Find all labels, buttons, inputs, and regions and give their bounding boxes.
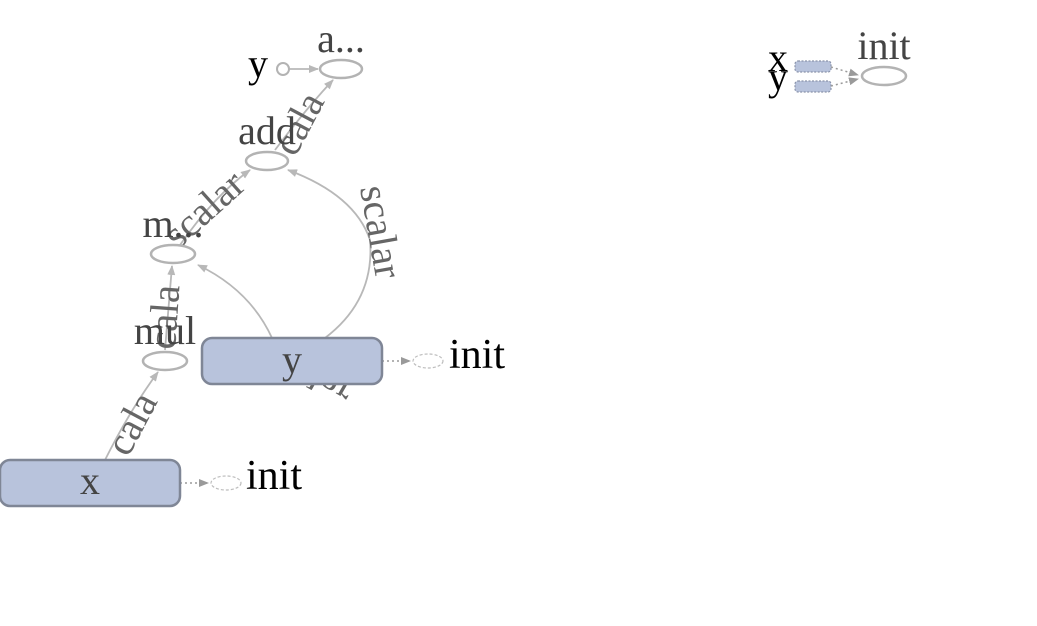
init-graph-op-label: init: [857, 23, 910, 68]
init-op-y[interactable]: [412, 353, 444, 369]
init-label-y: init: [449, 332, 505, 378]
variable-label-x: x: [80, 458, 100, 503]
init-graph-x-node[interactable]: [794, 60, 832, 73]
init-graph-x-label: x: [768, 35, 788, 80]
variable-node-y[interactable]: [200, 336, 384, 386]
op-node-add[interactable]: [244, 150, 290, 172]
op-label-add: add: [238, 108, 296, 153]
edge-m-to-add: [179, 169, 251, 246]
input-y-label: y: [248, 41, 268, 86]
edge-label-mul-m: cala: [139, 283, 188, 351]
op-label-mul: mul: [134, 308, 196, 353]
edge-x-to-mul: [104, 371, 159, 461]
init-graph-op[interactable]: [860, 65, 908, 87]
op-node-m[interactable]: [149, 243, 197, 265]
init-graph-y-label: y: [768, 54, 788, 99]
edge-label-x-mul: cala: [96, 384, 166, 462]
op-label-a: a...: [317, 16, 365, 61]
edge-y-to-add: [287, 169, 372, 339]
init-label-x: init: [246, 453, 302, 499]
init-op-x[interactable]: [210, 475, 242, 491]
op-node-mul[interactable]: [141, 350, 189, 372]
op-label-m: m...: [142, 201, 203, 246]
init-graph-edge-y: [830, 77, 859, 87]
edge-y-to-m: [197, 264, 273, 339]
input-y-node[interactable]: [276, 62, 290, 76]
op-node-a[interactable]: [318, 58, 364, 80]
edge-mul-to-m: [164, 265, 176, 351]
init-graph-edge-x: [830, 66, 859, 77]
edge-add-to-a: [274, 79, 334, 151]
edge-label-y-add: scalar: [351, 182, 412, 282]
init-graph-y-node[interactable]: [794, 80, 832, 93]
variable-label-y: y: [282, 337, 302, 382]
variable-node-x[interactable]: [0, 458, 182, 508]
